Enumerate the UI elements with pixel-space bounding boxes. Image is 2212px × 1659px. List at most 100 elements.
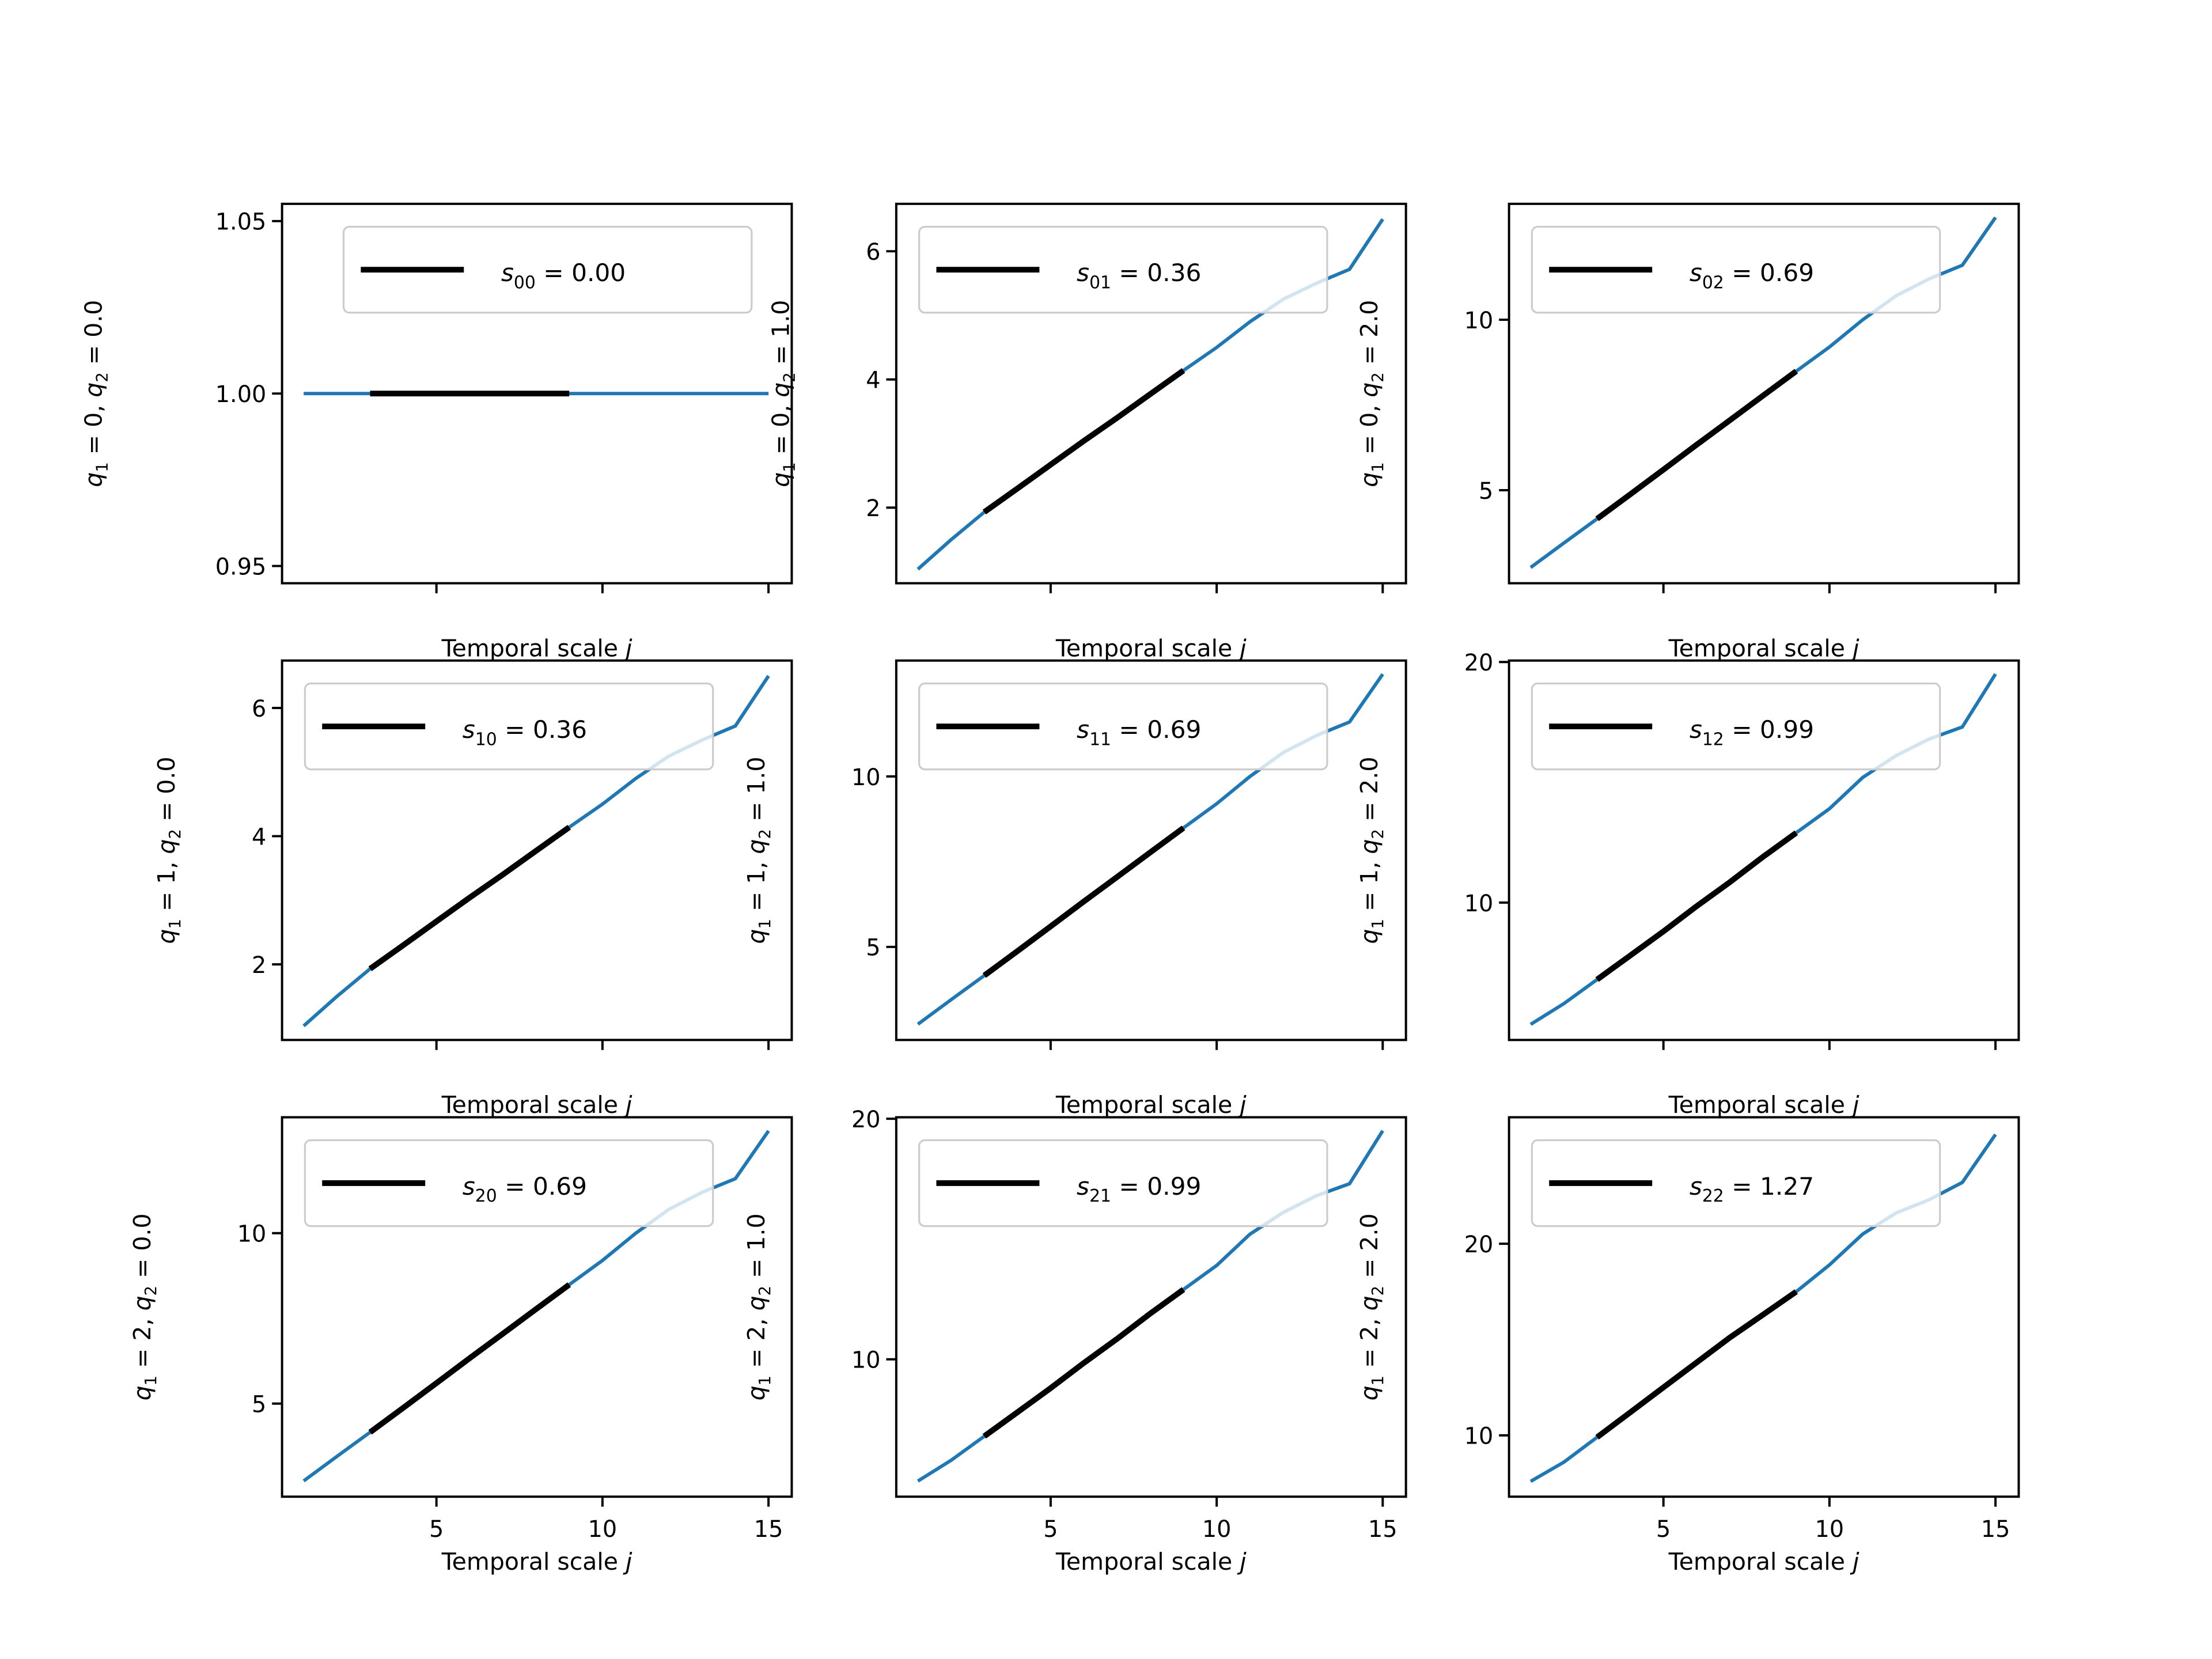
legend: s22 = 1.27 [1531,1139,1941,1228]
tspan: q [79,472,107,487]
tspan: = 0.99 [1724,715,1814,744]
legend-box [304,682,714,771]
tspan: = 0.99 [1111,1172,1201,1200]
fit-line [982,368,1185,515]
tspan: 02 [1702,273,1724,293]
tspan: = 1.0 [743,757,770,830]
y-axis-label: q1 = 2, q2 = 1.0 [743,1213,774,1400]
tspan: 2 [1369,1286,1387,1296]
tspan: = 1.27 [1724,1172,1814,1200]
y-tick-label: 10 [1464,1423,1494,1450]
tspan: 2 [781,372,798,382]
tspan: q [153,839,180,854]
x-label-var: j [1237,1548,1247,1575]
tspan: 1 [1369,462,1387,472]
y-tick-label: 6 [866,239,880,266]
tspan: = 0.69 [1724,259,1814,287]
y-tick-label: 4 [866,368,880,394]
x-label-var: j [1237,634,1247,662]
tspan: 11 [1089,729,1111,749]
fit-line [368,824,571,971]
x-axis-label: Temporal scale j [441,1091,632,1119]
y-axis-label: q1 = 1, q2 = 2.0 [1355,757,1387,944]
legend: s01 = 0.36 [918,226,1328,314]
x-label-text: Temporal scale [1668,634,1853,662]
y-axis-label: q1 = 2, q2 = 0.0 [128,1213,160,1400]
x-tick-label: 15 [1981,1516,2010,1543]
tspan: s [463,715,475,744]
x-label-text: Temporal scale [441,1548,626,1575]
axes-frame [895,202,1407,585]
tspan: 2 [166,829,184,839]
x-axis-label: Temporal scale j [1668,1548,1859,1575]
tspan: 2 [1369,372,1387,382]
y-axis-label: q1 = 0, q2 = 2.0 [1355,300,1387,487]
x-tick-label: 10 [1815,1516,1844,1543]
tspan: 22 [1702,1186,1724,1206]
x-label-text: Temporal scale [1055,1091,1240,1119]
axes-frame [281,1116,793,1498]
x-label-var: j [1237,1091,1247,1119]
x-axis-label: Temporal scale j [441,1548,632,1575]
tspan: 1 [142,1376,160,1385]
y-tick-label: 10 [851,1347,881,1374]
legend: s00 = 0.00 [342,226,753,314]
tspan: q [1355,1385,1383,1400]
x-label-var: j [623,1091,632,1119]
tspan: = 0.0 [128,1213,156,1286]
x-label-text: Temporal scale [441,634,626,662]
tspan: = 0.00 [536,259,626,287]
tspan: q [1355,472,1383,487]
tspan: s [1077,715,1089,744]
tspan: 1 [166,919,184,929]
tspan: q [128,1385,156,1400]
y-axis-label: q1 = 2, q2 = 2.0 [1355,1213,1387,1400]
axes-frame [1508,659,2020,1041]
tspan: s [1690,259,1702,287]
tspan: q [743,1385,770,1400]
legend-label: s12 = 0.99 [1690,715,1814,749]
tspan: q [743,839,770,854]
x-axis-label: Temporal scale j [1668,634,1859,662]
legend-label: s00 = 0.00 [501,259,626,293]
tspan: q [1355,839,1383,854]
legend: s21 = 0.99 [918,1139,1328,1228]
legend: s10 = 0.36 [304,682,714,771]
tspan: s [463,1172,475,1200]
tspan: = 1, [153,854,180,919]
tspan: s [1690,715,1702,744]
y-axis-label: q1 = 0, q2 = 0.0 [79,300,111,487]
fit-line [1595,1289,1798,1440]
fit-line [982,1287,1185,1439]
y-tick-label: 2 [252,952,266,979]
legend-box [918,226,1328,314]
tspan: 00 [514,273,536,293]
tspan: = 0.0 [79,300,107,373]
legend: s11 = 0.69 [918,682,1328,771]
x-tick-label: 15 [754,1516,783,1543]
x-axis-label: Temporal scale j [1055,1091,1247,1119]
y-tick-label: 20 [1464,1232,1494,1258]
tspan: s [501,259,514,287]
y-tick-label: 5 [252,1392,266,1418]
tspan: q [1355,1296,1383,1310]
legend-label: s22 = 1.27 [1690,1172,1814,1206]
tspan: 2 [1369,829,1387,839]
tspan: = 0.69 [497,1172,587,1200]
tspan: 2 [142,1286,160,1296]
axes-frame [281,659,793,1041]
tspan: 1 [1369,1376,1387,1385]
legend-label: s02 = 0.69 [1690,259,1814,293]
x-label-var: j [1850,1091,1859,1119]
legend-box [918,1139,1328,1228]
x-tick-label: 5 [429,1516,444,1543]
tspan: q [128,1296,156,1310]
y-tick-label: 10 [1464,891,1494,917]
tspan: 20 [475,1186,497,1206]
tspan: q [79,382,107,397]
tspan: = 2.0 [1355,300,1383,373]
axes-frame [1508,202,2020,585]
